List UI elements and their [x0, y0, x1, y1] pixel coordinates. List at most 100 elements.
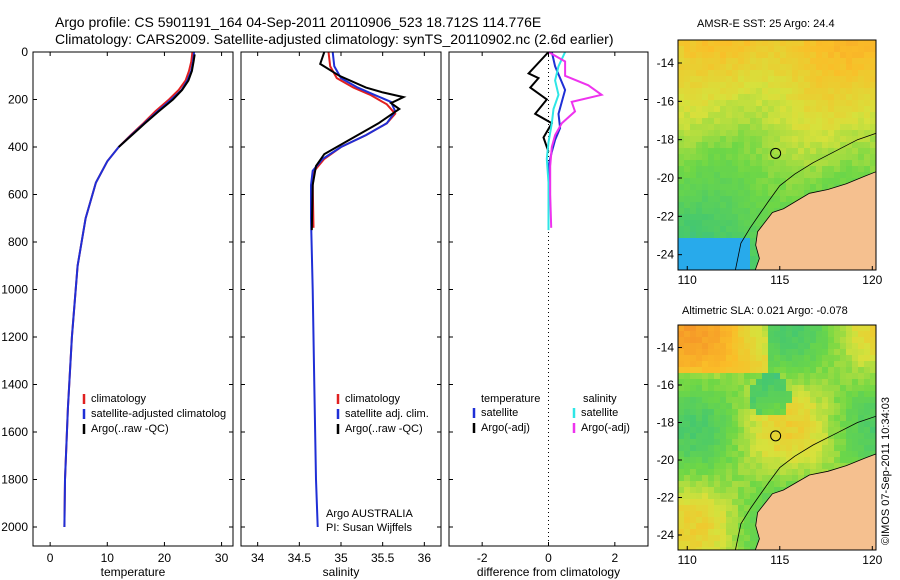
field-cell [756, 403, 762, 409]
field-cell [696, 142, 702, 148]
field-cell [834, 463, 840, 469]
field-cell [696, 391, 702, 397]
field-cell [768, 94, 774, 100]
field-cell [690, 457, 696, 463]
field-cell [690, 268, 696, 270]
field-cell [786, 52, 792, 58]
field-cell [702, 118, 708, 124]
field-cell [786, 106, 792, 112]
field-cell [720, 52, 726, 58]
field-cell [684, 409, 690, 415]
field-cell [810, 40, 816, 46]
field-cell [696, 58, 702, 64]
field-cell [870, 337, 876, 343]
field-cell [840, 415, 846, 421]
field-cell [810, 397, 816, 403]
field-cell [744, 385, 750, 391]
field-cell [870, 94, 876, 100]
y-tick-label: -14 [657, 56, 675, 70]
field-cell [852, 403, 858, 409]
field-cell [690, 238, 696, 244]
field-cell [744, 124, 750, 130]
field-cell [870, 70, 876, 76]
field-cell [756, 475, 762, 481]
field-cell [852, 118, 858, 124]
field-cell [762, 373, 768, 379]
field-cell [810, 154, 816, 160]
field-cell [732, 403, 738, 409]
field-cell [780, 88, 786, 94]
field-cell [846, 154, 852, 160]
field-cell [762, 196, 768, 202]
field-cell [738, 415, 744, 421]
field-cell [702, 499, 708, 505]
field-cell [786, 82, 792, 88]
field-cell [720, 250, 726, 256]
field-cell [720, 226, 726, 232]
field-cell [702, 373, 708, 379]
field-cell [702, 481, 708, 487]
field-cell [810, 439, 816, 445]
field-cell [822, 70, 828, 76]
field-cell [870, 379, 876, 385]
field-cell [756, 373, 762, 379]
field-cell [690, 88, 696, 94]
field-cell [816, 457, 822, 463]
field-cell [774, 469, 780, 475]
field-cell [696, 529, 702, 535]
field-cell [732, 475, 738, 481]
field-cell [846, 397, 852, 403]
field-cell [774, 184, 780, 190]
field-cell [750, 244, 756, 250]
field-cell [732, 70, 738, 76]
x-tick-label: 35.5 [371, 551, 395, 565]
field-cell [798, 451, 804, 457]
field-cell [678, 373, 684, 379]
y-tick-label: 1800 [1, 473, 28, 487]
field-cell [720, 94, 726, 100]
field-cell [750, 208, 756, 214]
field-cell [720, 433, 726, 439]
field-cell [762, 481, 768, 487]
field-cell [774, 355, 780, 361]
field-cell [870, 58, 876, 64]
field-cell [696, 349, 702, 355]
field-cell [810, 124, 816, 130]
field-cell [732, 469, 738, 475]
field-cell [768, 469, 774, 475]
field-cell [732, 46, 738, 52]
field-cell [684, 40, 690, 46]
field-cell [786, 445, 792, 451]
field-cell [696, 373, 702, 379]
field-cell [822, 154, 828, 160]
field-cell [822, 403, 828, 409]
field-cell [738, 160, 744, 166]
field-cell [720, 100, 726, 106]
field-cell [852, 106, 858, 112]
field-cell [690, 124, 696, 130]
field-cell [714, 106, 720, 112]
y-tick-label: -16 [657, 94, 675, 108]
field-cell [786, 427, 792, 433]
field-cell [756, 118, 762, 124]
field-cell [798, 427, 804, 433]
field-cell [726, 142, 732, 148]
field-cell [678, 256, 684, 262]
field-cell [714, 64, 720, 70]
field-cell [798, 325, 804, 331]
field-cell [756, 343, 762, 349]
field-cell [870, 130, 876, 136]
field-cell [684, 397, 690, 403]
field-cell [756, 457, 762, 463]
field-cell [798, 160, 804, 166]
field-cell [870, 106, 876, 112]
field-cell [768, 142, 774, 148]
field-cell [822, 331, 828, 337]
field-cell [768, 361, 774, 367]
field-cell [714, 172, 720, 178]
field-cell [696, 541, 702, 547]
field-cell [798, 58, 804, 64]
field-cell [696, 202, 702, 208]
field-cell [684, 52, 690, 58]
field-cell [720, 451, 726, 457]
